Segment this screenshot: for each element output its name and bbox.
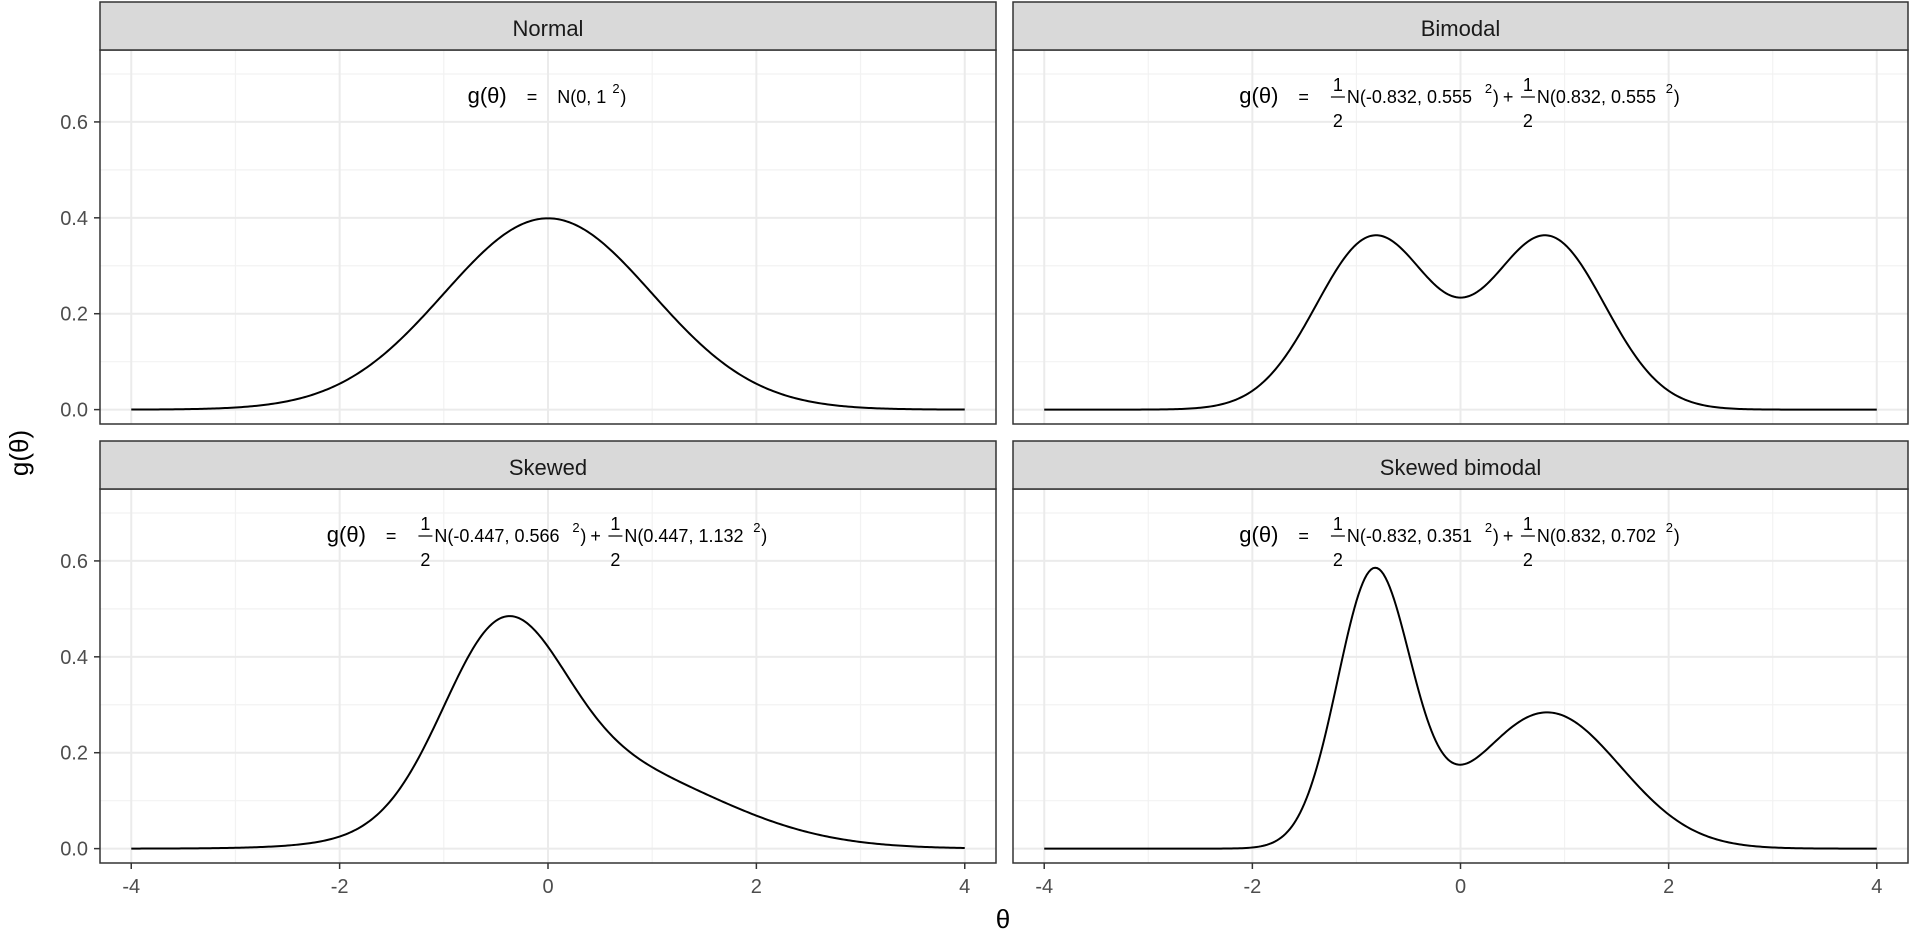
series-line-bimodal — [1044, 234, 1877, 411]
y-tick-label: 0.4 — [60, 208, 88, 230]
x-axis-ticks: -4 -2 0 2 4 -4 -2 0 2 4 — [122, 863, 1882, 898]
formula-plus: + — [1503, 87, 1514, 107]
formula-superscript: 2 — [1485, 520, 1492, 535]
strip-background — [99, 440, 997, 490]
x-tick-label: 2 — [1663, 876, 1674, 898]
formula-term: N(-0.832, 0.351 — [1347, 526, 1472, 546]
formula-superscript: 2 — [1485, 81, 1492, 96]
x-tick-label: 2 — [751, 876, 762, 898]
formula-superscript: 2 — [1666, 520, 1673, 535]
formula-fraction: 12 — [418, 514, 433, 570]
fraction-numerator: 1 — [1333, 75, 1343, 95]
formula-term: N(0.447, 1.132 — [624, 526, 743, 546]
fraction-denominator: 2 — [1523, 550, 1533, 570]
series-line-skewed — [131, 615, 965, 850]
y-tick-label: 0.4 — [60, 647, 88, 669]
x-tick-label: -4 — [1035, 876, 1053, 898]
fraction-numerator: 1 — [1523, 75, 1533, 95]
strip-background — [1012, 440, 1909, 490]
formula-close-paren: ) — [620, 87, 626, 107]
x-tick-label: 0 — [542, 876, 553, 898]
series-line-skewed-bimodal — [1044, 566, 1877, 850]
formula-superscript: 2 — [572, 520, 579, 535]
fraction-denominator: 2 — [610, 550, 620, 570]
formula-lhs: g(θ) — [1239, 83, 1278, 108]
fraction-numerator: 1 — [610, 514, 620, 534]
formula-lhs: g(θ) — [1239, 522, 1278, 547]
formula-annotation: g(θ) =12N(-0.447, 0.566 2) +12N(0.447, 1.13… — [327, 514, 767, 570]
formula-lhs: g(θ) — [468, 83, 507, 108]
formula-annotation: g(θ) = N(0, 1 2) — [468, 81, 627, 108]
formula-term: N(-0.447, 0.566 — [434, 526, 559, 546]
formula-fraction: 12 — [1330, 514, 1345, 570]
fraction-numerator: 1 — [1523, 514, 1533, 534]
x-tick-label: -2 — [1243, 876, 1261, 898]
formula-fraction: 12 — [1520, 75, 1535, 131]
formula-equals: = — [1298, 87, 1309, 107]
y-axis-ticks: 0.0 0.2 0.4 0.6 0.0 0.2 0.4 0.6 — [60, 112, 100, 861]
y-tick-label: 0.2 — [60, 743, 88, 765]
formula-term: N(-0.832, 0.555 — [1347, 87, 1472, 107]
formula-close-paren: ) — [1493, 526, 1499, 546]
fraction-denominator: 2 — [1333, 550, 1343, 570]
fraction-denominator: 2 — [1333, 111, 1343, 131]
y-tick-label: 0.0 — [60, 400, 88, 422]
formula-lhs: g(θ) — [327, 522, 366, 547]
x-tick-label: 4 — [1871, 876, 1882, 898]
formula-plus: + — [1503, 526, 1514, 546]
y-tick-label: 0.6 — [60, 112, 88, 134]
x-tick-label: 0 — [1455, 876, 1466, 898]
strip-background — [99, 1, 997, 51]
fraction-denominator: 2 — [1523, 111, 1533, 131]
y-axis-title: g(θ) — [4, 430, 34, 476]
formula-annotation: g(θ) =12N(-0.832, 0.351 2) +12N(0.832, 0.70… — [1239, 514, 1679, 570]
formula-close-paren: ) — [580, 526, 586, 546]
formula-fraction: 12 — [608, 514, 623, 570]
formula-equals: = — [527, 87, 538, 107]
formula-equals: = — [1298, 526, 1309, 546]
formula-close-paren: ) — [1674, 526, 1680, 546]
formula-close-paren: ) — [761, 526, 767, 546]
formula-close-paren: ) — [1493, 87, 1499, 107]
formula-close-paren: ) — [1674, 87, 1680, 107]
formula-term: N(0.832, 0.702 — [1537, 526, 1656, 546]
y-tick-label: 0.6 — [60, 551, 88, 573]
y-tick-label: 0.2 — [60, 304, 88, 326]
strip-label: Normal — [513, 16, 584, 41]
fraction-denominator: 2 — [420, 550, 430, 570]
formula-term: N(0.832, 0.555 — [1537, 87, 1656, 107]
panel-normal: Normal g(θ) = N(0, 1 2) — [99, 1, 997, 425]
formula-superscript: 2 — [753, 520, 760, 535]
x-tick-label: -2 — [331, 876, 349, 898]
formula-plus: + — [590, 526, 601, 546]
formula-superscript: 2 — [1666, 81, 1673, 96]
x-axis-title: θ — [996, 904, 1010, 934]
strip-background — [1012, 1, 1909, 51]
formula-fraction: 12 — [1520, 514, 1535, 570]
strip-label: Bimodal — [1421, 16, 1500, 41]
x-tick-label: -4 — [122, 876, 140, 898]
formula-fraction: 12 — [1330, 75, 1345, 131]
formula-term: N(0, 1 — [557, 87, 606, 107]
formula-superscript: 2 — [612, 81, 619, 96]
formula-annotation: g(θ) =12N(-0.832, 0.555 2) +12N(0.832, 0.55… — [1239, 75, 1679, 131]
x-tick-label: 4 — [959, 876, 970, 898]
strip-label: Skewed — [509, 455, 587, 480]
y-tick-label: 0.0 — [60, 839, 88, 861]
fraction-numerator: 1 — [1333, 514, 1343, 534]
series-line-normal — [131, 217, 965, 411]
strip-label: Skewed bimodal — [1380, 455, 1541, 480]
fraction-numerator: 1 — [420, 514, 430, 534]
formula-equals: = — [386, 526, 397, 546]
